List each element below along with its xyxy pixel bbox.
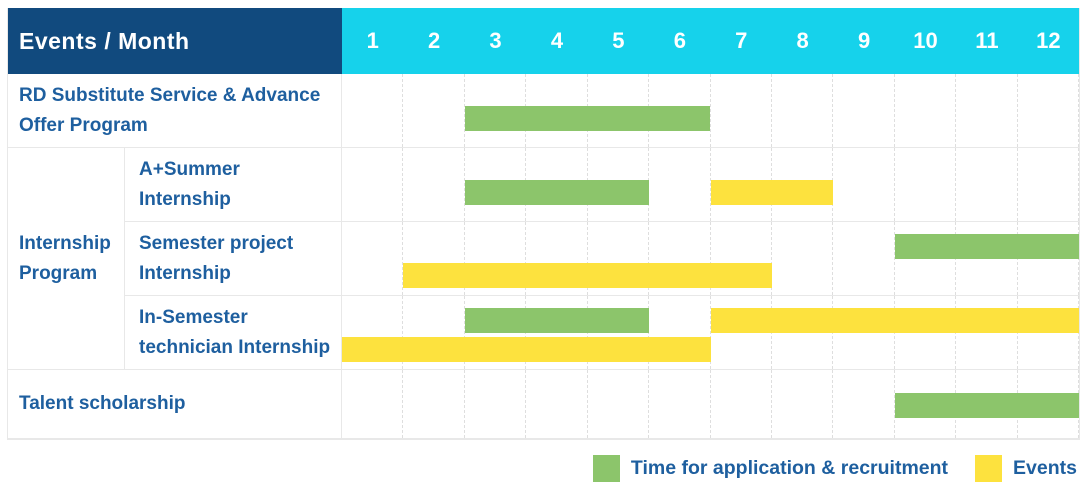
month-cell	[342, 370, 404, 438]
month-cell	[403, 370, 465, 438]
legend: Time for application & recruitment Event…	[592, 446, 1077, 490]
month-cell	[833, 370, 895, 438]
month-label: 6	[673, 28, 686, 53]
row-label-text: In-Semester technician Internship	[139, 307, 331, 358]
application-bar	[464, 180, 650, 205]
row-label-in-semester-technician: In-Semester technician Internship	[125, 296, 342, 370]
row-label-text: Talent scholarship	[19, 393, 186, 415]
row-label-talent-scholarship: Talent scholarship	[8, 370, 342, 439]
month-cell	[342, 148, 404, 221]
event-bar	[710, 308, 1079, 333]
month-cell	[772, 74, 834, 147]
chart-row-semester-project	[342, 222, 1080, 296]
month-label: 5	[612, 28, 625, 53]
event-bar	[342, 337, 711, 362]
month-header: 1 2 3 4 5 6 7 8 9 10 11 12	[342, 8, 1079, 74]
schedule-table: Events / Month 1 2 3 4 5 6 7 8 9 10 11 12 RD Substi…	[7, 8, 1080, 440]
month-cell	[649, 370, 711, 438]
month-label: 11	[975, 28, 999, 53]
month-cell	[342, 222, 404, 295]
month-label: 10	[913, 28, 938, 53]
month-cell	[833, 148, 895, 221]
legend-label: Time for application & recruitment	[630, 456, 949, 479]
month-cell	[465, 370, 527, 438]
month-cell	[403, 296, 465, 369]
month-cell	[526, 222, 588, 295]
month-label: 8	[796, 28, 809, 53]
event-swatch-icon	[975, 454, 1003, 482]
month-cell	[833, 222, 895, 295]
month-cell	[649, 296, 711, 369]
group-label-internship-program: Internship Program	[8, 148, 125, 370]
month-cell	[465, 222, 527, 295]
chart-row-talent-scholarship	[342, 370, 1080, 439]
month-cell	[526, 370, 588, 438]
month-cell	[649, 148, 711, 221]
month-cell	[711, 74, 772, 147]
month-cell	[772, 370, 834, 438]
month-cell	[956, 148, 1018, 221]
month-cell	[956, 74, 1018, 147]
month-cell	[895, 74, 957, 147]
application-bar	[464, 308, 650, 333]
month-label: 12	[1036, 28, 1061, 53]
row-label-a-summer: A+Summer Internship	[125, 148, 342, 222]
month-cell	[1018, 74, 1080, 147]
row-label-rd-substitute: RD Substitute Service & Advance Offer Pr…	[8, 74, 342, 148]
month-cell	[649, 222, 711, 295]
application-bar	[894, 234, 1079, 259]
row-label-semester-project: Semester project Internship	[125, 222, 342, 296]
month-cell	[588, 222, 650, 295]
month-cell	[772, 222, 834, 295]
group-label-text: Internship Program	[19, 233, 111, 284]
event-bar	[403, 263, 772, 288]
month-label: 7	[735, 28, 748, 53]
month-cell	[1018, 148, 1080, 221]
event-bar	[710, 180, 834, 205]
month-cell	[342, 296, 404, 369]
row-label-text: Semester project Internship	[139, 233, 294, 284]
month-cell	[588, 370, 650, 438]
header-title: Events / Month	[19, 27, 190, 54]
month-label: 1	[366, 28, 379, 53]
application-swatch-icon	[592, 454, 620, 482]
month-label: 2	[428, 28, 441, 53]
month-cell	[403, 74, 465, 147]
row-label-text: A+Summer Internship	[139, 159, 240, 210]
month-label: 4	[550, 28, 564, 53]
chart-row-rd-substitute	[342, 74, 1080, 148]
chart-row-in-semester-technician	[342, 296, 1080, 370]
month-cell	[342, 74, 404, 147]
legend-item-events: Events	[975, 454, 1077, 482]
row-label-text: RD Substitute Service & Advance Offer Pr…	[19, 85, 321, 136]
legend-label: Events	[1013, 456, 1077, 479]
application-bar	[464, 106, 711, 131]
month-label: 9	[857, 28, 871, 53]
legend-item-application: Time for application & recruitment	[592, 454, 949, 482]
chart-row-a-summer	[342, 148, 1080, 222]
application-bar	[894, 393, 1079, 418]
month-label: 3	[489, 28, 502, 53]
month-cell	[833, 74, 895, 147]
month-cell	[711, 370, 772, 438]
month-cell	[895, 148, 957, 221]
month-cell	[403, 222, 465, 295]
month-cell	[711, 222, 772, 295]
header-events-month: Events / Month	[8, 8, 342, 74]
month-cell	[403, 148, 465, 221]
